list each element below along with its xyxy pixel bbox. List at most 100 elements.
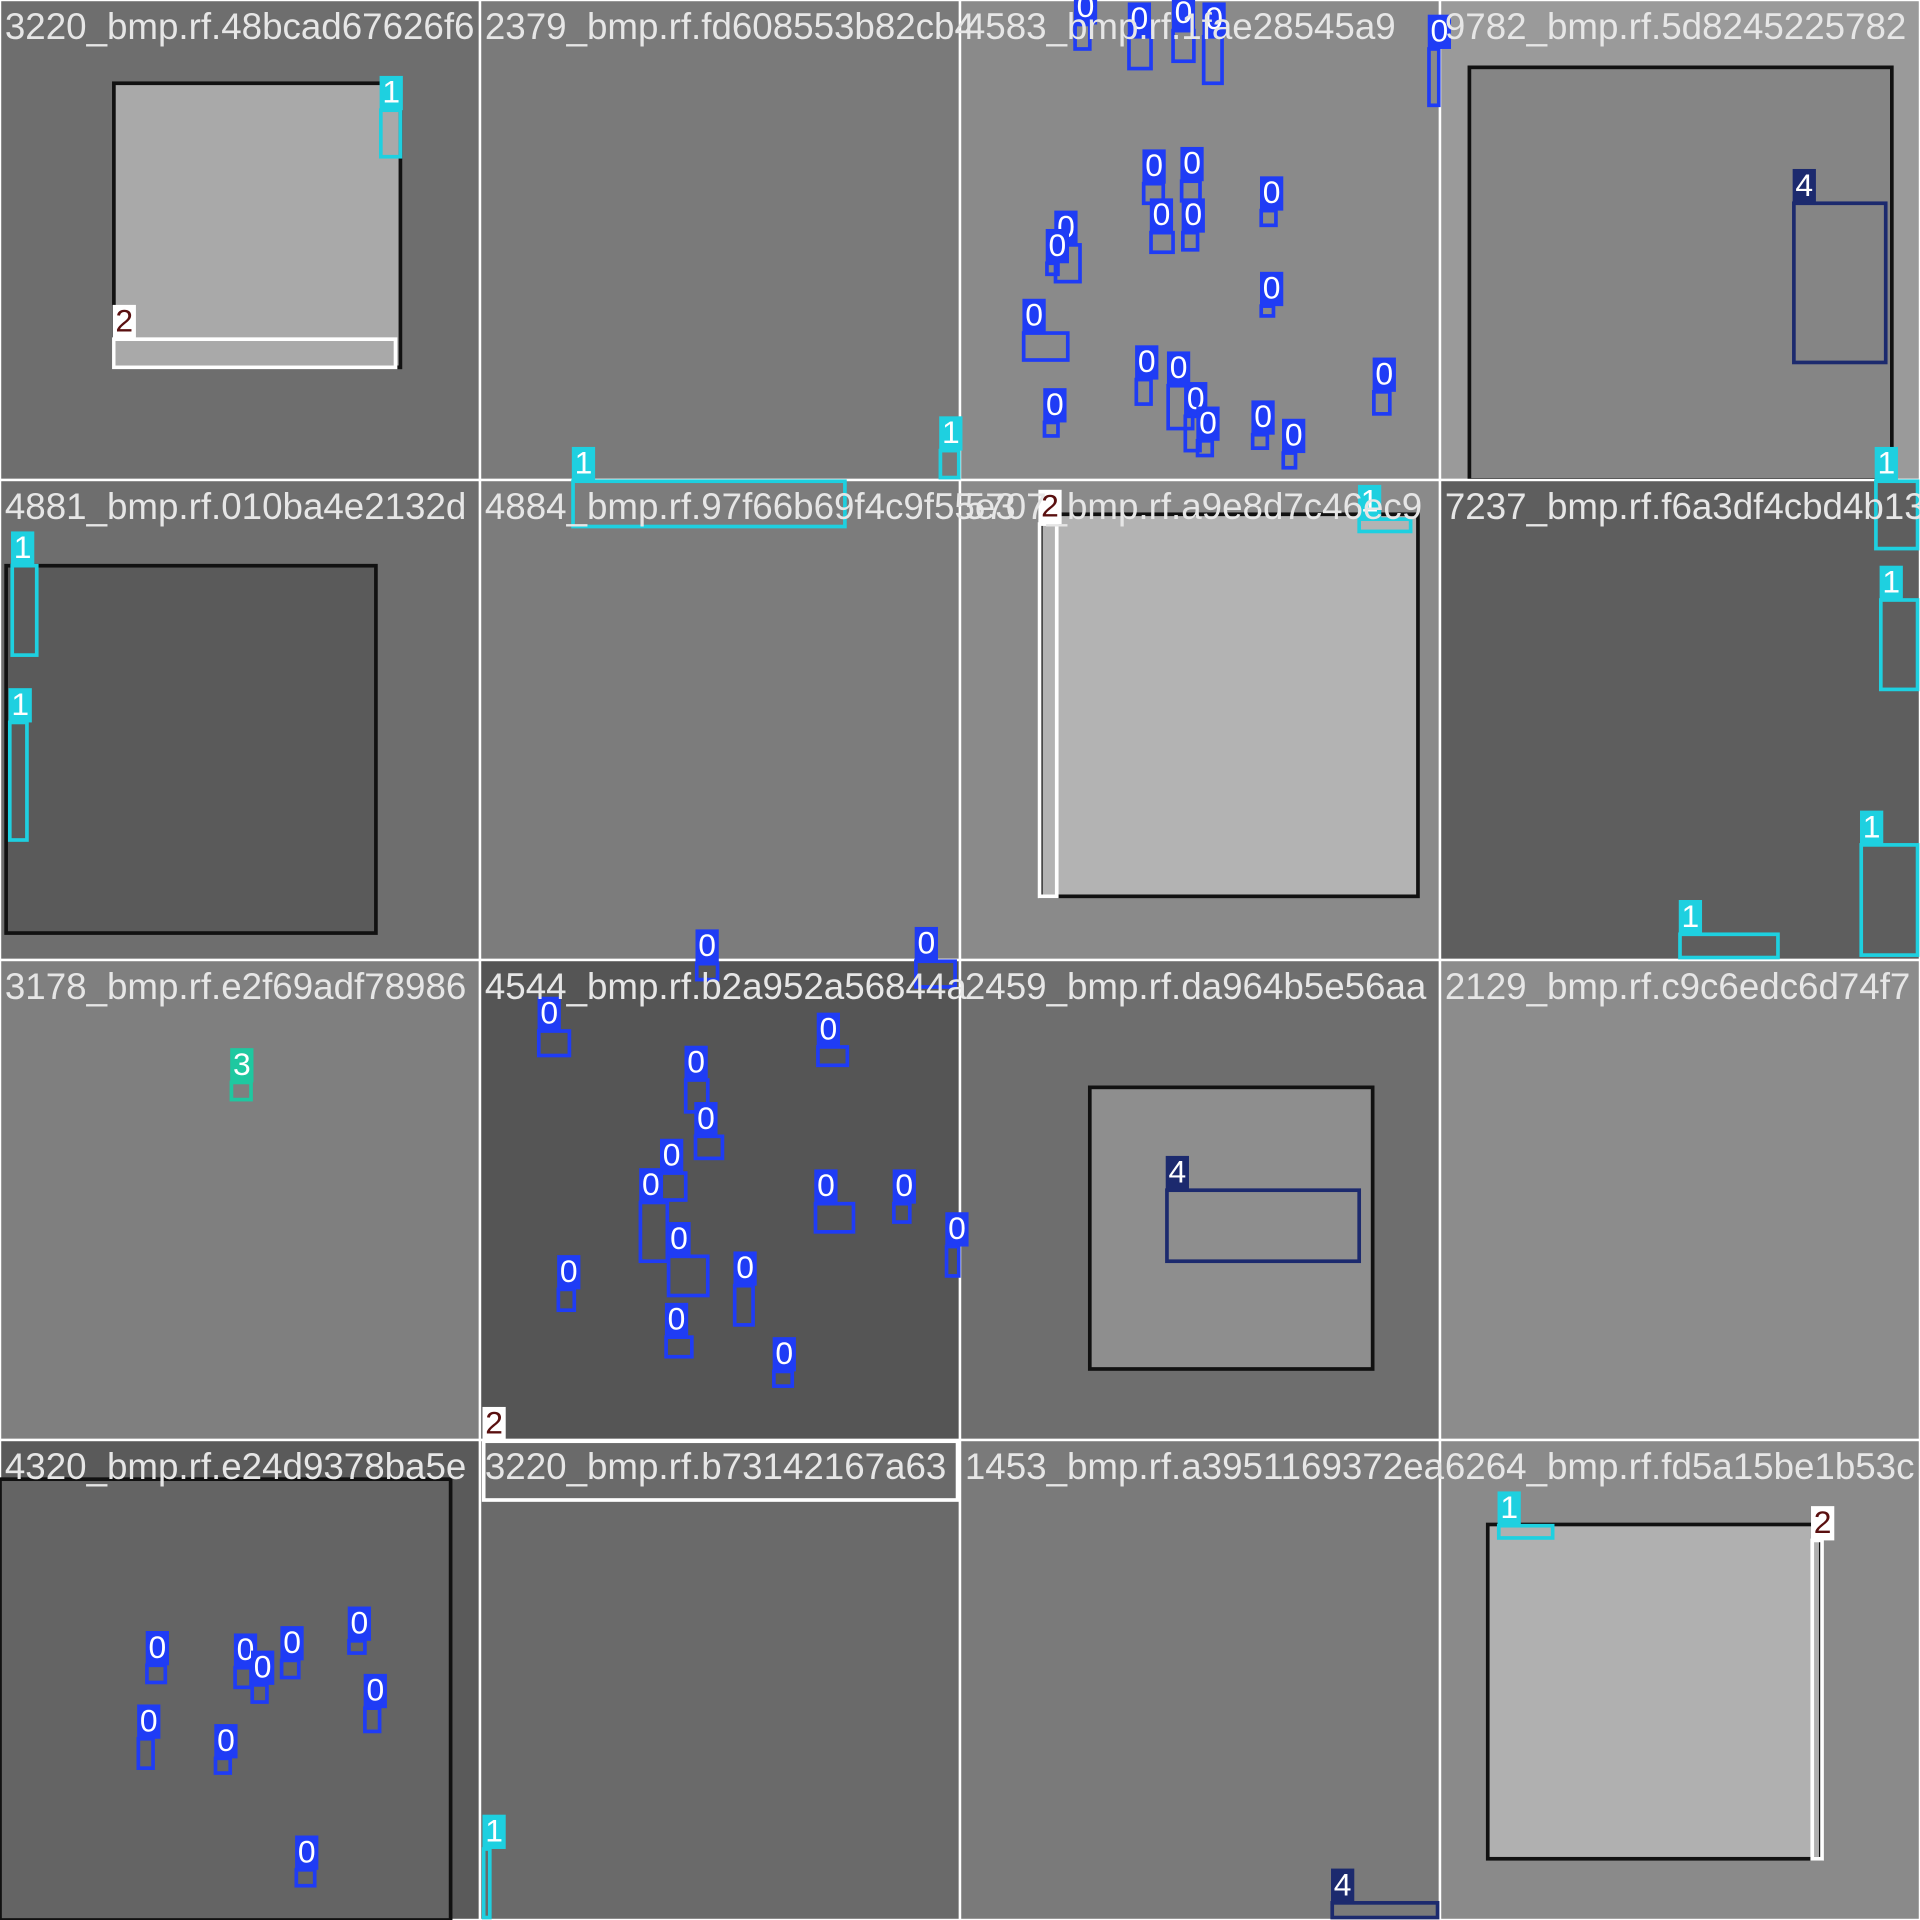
class-label: 2 — [1041, 488, 1059, 524]
label-bg — [1874, 446, 1898, 482]
label-bg — [1260, 176, 1284, 211]
label-bg — [11, 531, 35, 566]
sample-image — [1087, 1085, 1375, 1371]
label-bg — [1135, 345, 1159, 380]
class-label: 0 — [1199, 404, 1217, 440]
class-label: 4 — [1334, 1866, 1352, 1902]
filename: 3178_bmp.rf.e2f69adf78986 — [5, 966, 466, 1007]
label-bg — [1251, 400, 1275, 435]
label-bg — [295, 1835, 319, 1870]
bounding-box — [1045, 261, 1060, 277]
sample-image — [1038, 512, 1420, 899]
class-label: 0 — [366, 1672, 384, 1708]
label-bg — [772, 1337, 796, 1372]
label-bg — [112, 304, 136, 340]
class-label: 0 — [663, 1137, 681, 1173]
class-label: 0 — [697, 1100, 715, 1136]
class-label: 0 — [1431, 12, 1449, 48]
label-bg — [482, 1814, 506, 1849]
label-bg — [1357, 484, 1382, 520]
label-bg — [1282, 418, 1306, 454]
label-bg — [1171, 0, 1196, 31]
filename: 1453_bmp.rf.a3951169372ea — [965, 1446, 1445, 1487]
label-bg — [1196, 406, 1220, 441]
class-label: 1 — [1361, 483, 1379, 519]
sample-image — [1467, 65, 1894, 482]
label-bg — [280, 1626, 304, 1661]
label-bg — [482, 1406, 506, 1442]
label-bg — [1260, 271, 1284, 307]
tile — [0, 958, 482, 1442]
label-bg — [251, 1650, 275, 1685]
class-label: 2 — [1814, 1504, 1832, 1540]
label-bg — [695, 929, 719, 964]
filename: 2459_bmp.rf.da964b5e56aa — [965, 966, 1427, 1007]
class-label: 1 — [575, 445, 593, 481]
class-label: 0 — [736, 1249, 754, 1285]
filename: 2379_bmp.rf.fd608553b82cb4 — [485, 6, 975, 47]
label-bg — [684, 1045, 708, 1080]
label-bg — [1166, 351, 1191, 386]
class-label: 1 — [942, 414, 960, 450]
class-label: 0 — [1170, 349, 1188, 385]
label-bg — [945, 1212, 969, 1247]
filename: 3220_bmp.rf.48bcad67626f6 — [5, 6, 475, 47]
class-label: 0 — [1184, 196, 1202, 232]
filename: 5707_bmp.rf.a9e8d7c46ec9 — [965, 486, 1422, 527]
class-label: 1 — [382, 74, 400, 110]
class-label: 0 — [687, 1043, 705, 1079]
bounding-box — [571, 479, 847, 529]
label-bg — [379, 75, 403, 111]
filename: 4320_bmp.rf.e24d9378ba5e — [5, 1446, 466, 1487]
tile — [958, 1438, 1442, 1920]
bounding-box — [1792, 201, 1888, 365]
label-bg — [939, 416, 963, 451]
filename: 7237_bmp.rf.f6a3df4cbd4b13 — [1445, 486, 1920, 527]
class-label: 0 — [948, 1210, 966, 1246]
class-label: 0 — [1131, 0, 1149, 36]
label-bg — [1792, 168, 1816, 204]
label-bg — [1045, 228, 1069, 264]
label-bg — [1427, 14, 1452, 49]
class-label: 4 — [1795, 167, 1813, 203]
filename: 4884_bmp.rf.97f66b69f4c9f55e3 — [485, 486, 1016, 527]
class-label: 0 — [237, 1631, 255, 1667]
tile — [478, 0, 962, 482]
class-label: 0 — [642, 1166, 660, 1202]
label-bg — [145, 1631, 169, 1666]
class-label: 0 — [1205, 0, 1223, 36]
class-label: 0 — [1048, 227, 1066, 263]
label-bg — [1022, 298, 1046, 334]
class-label: 0 — [148, 1629, 166, 1665]
label-bg — [230, 1048, 254, 1083]
label-bg — [1331, 1868, 1355, 1903]
bounding-box — [112, 337, 398, 370]
class-label: 1 — [1682, 898, 1700, 934]
class-label: 0 — [775, 1335, 793, 1371]
label-bg — [1043, 388, 1067, 423]
sample-image — [112, 81, 403, 370]
class-label: 0 — [1025, 297, 1043, 333]
class-label: 0 — [140, 1702, 158, 1738]
class-label: 0 — [1145, 147, 1163, 183]
label-bg — [733, 1251, 757, 1286]
class-label: 0 — [1285, 417, 1303, 453]
class-label: 0 — [917, 925, 935, 961]
class-label: 0 — [670, 1220, 688, 1256]
bounding-box — [1201, 34, 1224, 86]
tile — [478, 958, 962, 1442]
label-bg — [137, 1704, 161, 1739]
filename: 4583_bmp.rf.1fae28545a9 — [965, 6, 1396, 47]
bounding-box — [1330, 1901, 1440, 1920]
label-bg — [1181, 198, 1205, 233]
class-label: 4 — [1168, 1154, 1186, 1190]
filename: 4544_bmp.rf.b2a952a56844a — [485, 966, 967, 1007]
class-label: 1 — [14, 529, 32, 565]
tile — [478, 1438, 962, 1920]
class-label: 0 — [698, 927, 716, 963]
bounding-box — [1165, 1188, 1362, 1264]
label-bg — [1127, 2, 1152, 37]
bounding-box — [1859, 843, 1920, 957]
bounding-box — [1678, 932, 1780, 960]
